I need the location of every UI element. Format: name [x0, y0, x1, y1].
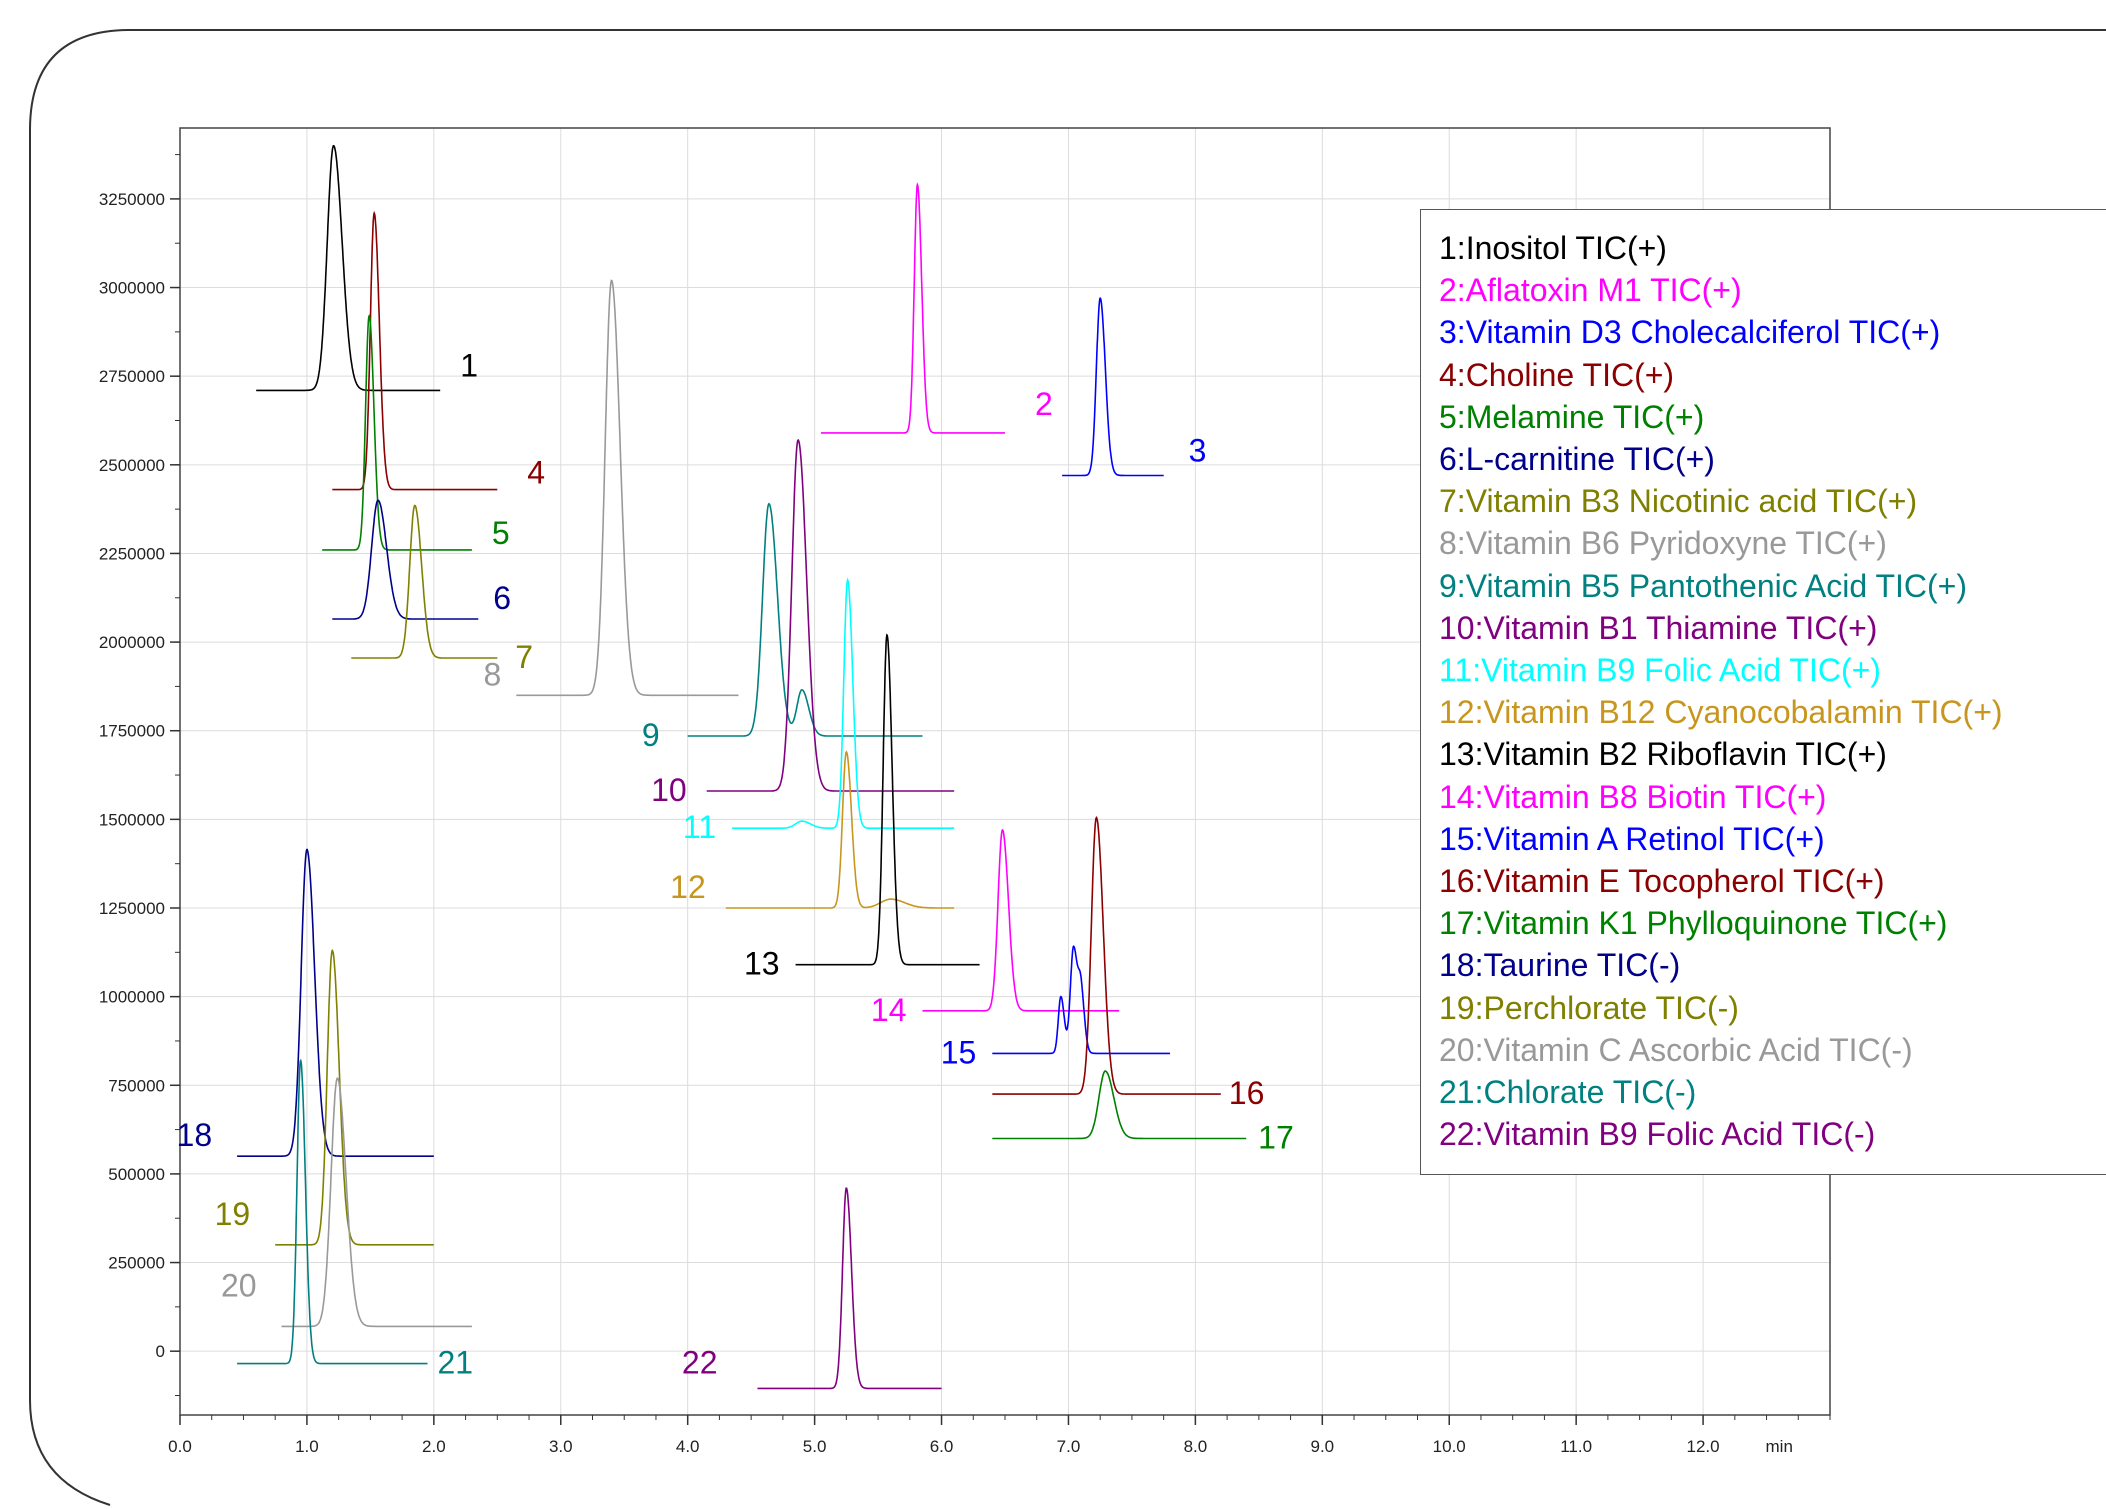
legend-item: 1:Inositol TIC(+) [1439, 230, 1667, 266]
x-tick-label: 6.0 [930, 1437, 954, 1456]
series-number-label: 4 [527, 455, 545, 491]
x-tick-label: 8.0 [1184, 1437, 1208, 1456]
series-line-13 [795, 633, 980, 966]
series-number-label: 17 [1258, 1119, 1294, 1155]
series-line-4 [332, 210, 498, 491]
series-number-label: 11 [683, 809, 716, 845]
series-number-label: 3 [1189, 432, 1207, 468]
x-tick-label: 2.0 [422, 1437, 446, 1456]
series-number-label: 6 [493, 580, 511, 616]
legend-item: 19:Perchlorate TIC(-) [1439, 989, 1739, 1026]
legend-item: 11:Vitamin B9 Folic Acid TIC(+) [1439, 652, 1881, 688]
legend-item: 15:Vitamin A Retinol TIC(+) [1439, 820, 1825, 857]
series-number-label: 12 [670, 869, 706, 905]
series-number-label: 14 [871, 992, 907, 1028]
x-tick-label: 9.0 [1310, 1437, 1334, 1456]
series-line-19 [275, 948, 434, 1246]
series-line-7 [351, 504, 498, 659]
y-tick-label: 1250000 [99, 899, 165, 918]
y-tick-label: 2750000 [99, 367, 165, 386]
legend-item: 10:Vitamin B1 Thiamine TIC(+) [1439, 609, 1878, 646]
x-tick-label: 12.0 [1687, 1437, 1720, 1456]
series-line-14 [922, 828, 1120, 1012]
legend-item: 4:Choline TIC(+) [1439, 356, 1675, 393]
x-tick-label: 3.0 [549, 1437, 573, 1456]
x-tick-label: 4.0 [676, 1437, 700, 1456]
legend-item: 2:Aflatoxin M1 TIC(+) [1439, 272, 1742, 309]
legend-item: 18:Taurine TIC(-) [1439, 947, 1681, 984]
y-tick-label: 2500000 [99, 456, 165, 475]
y-tick-label: 250000 [108, 1254, 165, 1273]
series-number-label: 19 [215, 1196, 251, 1232]
series-line-16 [992, 815, 1221, 1095]
series-line-21 [237, 1058, 428, 1365]
y-tick-label: 2250000 [99, 544, 165, 563]
series-line-22 [757, 1187, 942, 1390]
series-number-label: 16 [1229, 1075, 1265, 1111]
x-tick-label: 7.0 [1057, 1437, 1081, 1456]
legend-item: 12:Vitamin B12 Cyanocobalamin TIC(+) [1439, 694, 2003, 731]
series-number-label: 2 [1035, 386, 1053, 422]
legend-item: 9:Vitamin B5 Pantothenic Acid TIC(+) [1439, 567, 1967, 604]
axes-layer: 0.0 1.0 2.0 3.0 4.0 5.0 6.0 7.0 8.0 9.0 10.0 11.0 12… [99, 127, 1831, 1456]
x-tick-label: 5.0 [803, 1437, 827, 1456]
x-tick-label: 10.0 [1433, 1437, 1466, 1456]
series-number-label: 5 [492, 515, 510, 551]
legend-item: 5:Melamine TIC(+) [1439, 398, 1705, 435]
series-line-10 [706, 438, 955, 792]
series-number-label: 21 [438, 1345, 474, 1381]
legend-item: 17:Vitamin K1 Phylloquinone TIC(+) [1439, 905, 1948, 942]
series-line-8 [516, 279, 739, 697]
series-number-label: 10 [651, 772, 687, 808]
series-number-label: 22 [682, 1344, 718, 1380]
series-number-label: 8 [484, 656, 502, 692]
legend-item: 7:Vitamin B3 Nicotinic acid TIC(+) [1439, 483, 1918, 520]
series-line-11 [732, 577, 955, 830]
y-tick-label: 1500000 [99, 810, 165, 829]
x-tick-label: 0.0 [168, 1437, 192, 1456]
series-line-20 [281, 1077, 472, 1328]
legend-item: 14:Vitamin B8 Biotin TIC(+) [1439, 778, 1827, 815]
x-tick-label: 11.0 [1560, 1437, 1592, 1456]
series-line-6 [332, 499, 479, 620]
legend-item: 3:Vitamin D3 Cholecalciferol TIC(+) [1439, 314, 1941, 351]
x-axis-label: min [1766, 1437, 1793, 1456]
legend-item: 8:Vitamin B6 Pyridoxyne TIC(+) [1439, 525, 1887, 562]
series-line-3 [1062, 297, 1164, 477]
series-line-1 [256, 145, 441, 392]
y-tick-label: 0 [156, 1342, 165, 1361]
series-line-12 [725, 750, 955, 909]
series-number-label: 13 [744, 946, 780, 982]
series-number-label: 20 [221, 1267, 257, 1303]
y-tick-label: 3250000 [99, 190, 165, 209]
y-tick-label: 500000 [108, 1165, 165, 1184]
legend-item: 22:Vitamin B9 Folic Acid TIC(-) [1439, 1116, 1876, 1153]
y-tick-label: 1750000 [99, 722, 165, 741]
series-line-17 [992, 1070, 1247, 1140]
series-line-18 [237, 848, 434, 1157]
y-tick-label: 2000000 [99, 633, 165, 652]
series-number-label: 15 [941, 1034, 977, 1070]
x-tick-label: 1.0 [295, 1437, 319, 1456]
legend-item: 6:L-carnitine TIC(+) [1439, 441, 1715, 477]
y-tick-label: 3000000 [99, 279, 165, 298]
y-tick-label: 750000 [108, 1076, 165, 1095]
y-tick-label: 1000000 [99, 988, 165, 1007]
series-number-label: 18 [177, 1117, 213, 1153]
legend-item: 20:Vitamin C Ascorbic Acid TIC(-) [1439, 1031, 1913, 1068]
legend-item: 21:Chlorate TIC(-) [1439, 1074, 1697, 1110]
series-number-label: 7 [515, 639, 533, 675]
series-line-5 [322, 314, 472, 551]
series-number-label: 9 [642, 717, 660, 753]
legend: 1:Inositol TIC(+) 2:Aflatoxin M1 TIC(+) 3:… [1420, 209, 2106, 1175]
legend-item: 16:Vitamin E Tocopherol TIC(+) [1439, 863, 1885, 899]
series-line-15 [992, 945, 1170, 1055]
legend-item: 13:Vitamin B2 Riboflavin TIC(+) [1439, 736, 1887, 773]
series-line-2 [821, 182, 1005, 434]
series-number-label: 1 [460, 347, 478, 383]
